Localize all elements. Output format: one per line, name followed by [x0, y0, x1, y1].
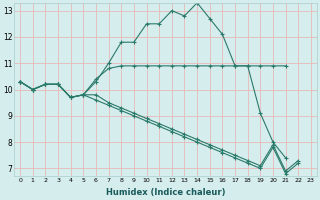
X-axis label: Humidex (Indice chaleur): Humidex (Indice chaleur): [106, 188, 225, 197]
